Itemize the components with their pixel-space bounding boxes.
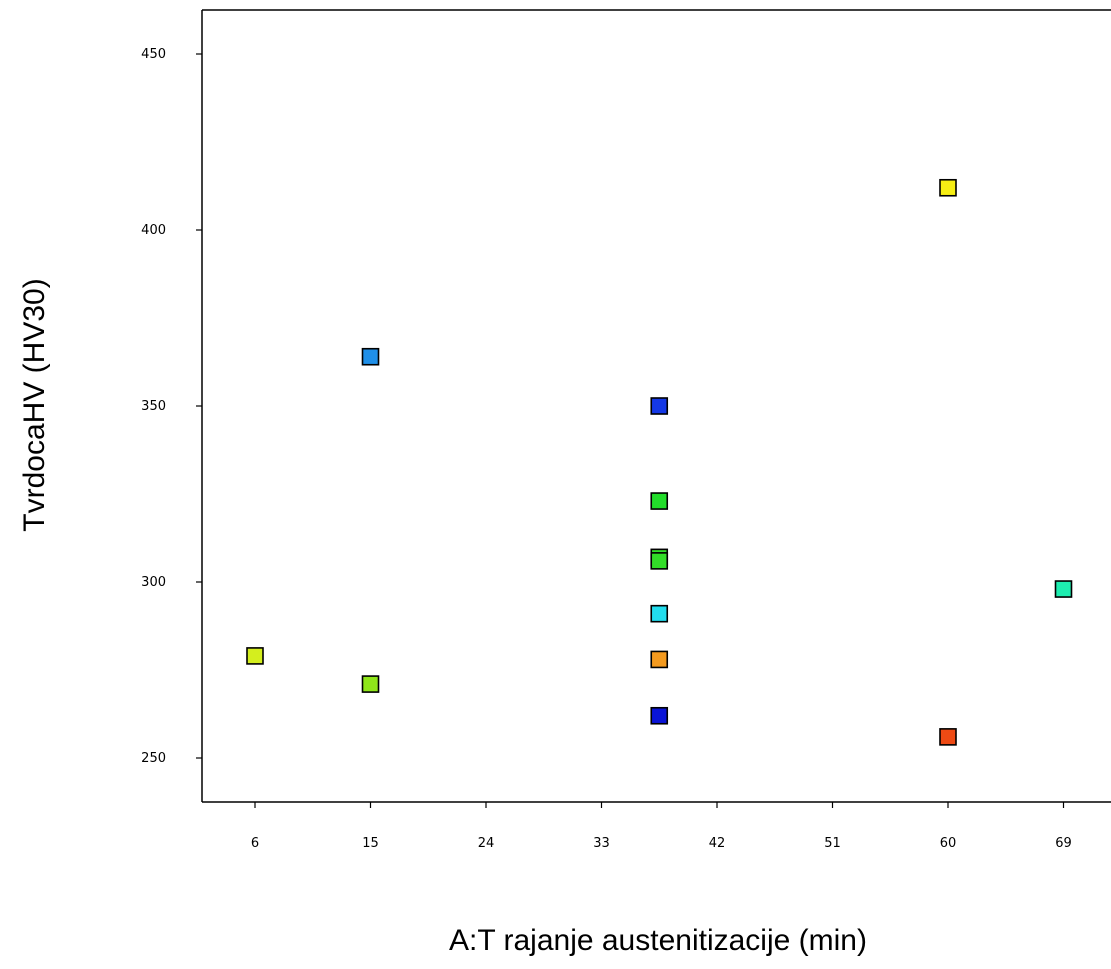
- x-tick-label: 6: [251, 836, 259, 851]
- data-point: [650, 706, 669, 725]
- x-tick-label: 42: [709, 836, 726, 851]
- data-points: [246, 178, 1073, 746]
- x-axis-title: A:T rajanje austenitizacije (min): [449, 924, 867, 957]
- y-tick-label: 350: [141, 399, 166, 414]
- data-point: [361, 347, 380, 366]
- y-tick-label: 300: [141, 575, 166, 590]
- data-point: [939, 728, 957, 746]
- data-point: [650, 604, 669, 623]
- data-point: [650, 397, 669, 415]
- data-point: [650, 492, 669, 510]
- data-point: [650, 552, 669, 570]
- y-tick-label: 400: [141, 223, 166, 238]
- data-point: [361, 675, 380, 693]
- x-tick-label: 15: [362, 836, 379, 851]
- x-tick-label: 24: [478, 836, 495, 851]
- data-point: [939, 178, 957, 197]
- y-tick-label: 450: [141, 47, 166, 62]
- y-axis-ticks: 250 300 350 400 450: [141, 47, 202, 766]
- y-tick-label: 250: [141, 751, 166, 766]
- x-tick-label: 60: [940, 836, 957, 851]
- data-point: [246, 647, 264, 665]
- x-tick-label: 33: [593, 836, 610, 851]
- x-tick-label: 69: [1055, 836, 1072, 851]
- y-axis-title: TvrdocaHV (HV30): [18, 278, 51, 531]
- data-point: [650, 650, 669, 669]
- data-point: [1054, 580, 1073, 598]
- x-tick-label: 51: [824, 836, 841, 851]
- x-axis-ticks: 6 15 24 33 42 51 60 69: [251, 802, 1072, 851]
